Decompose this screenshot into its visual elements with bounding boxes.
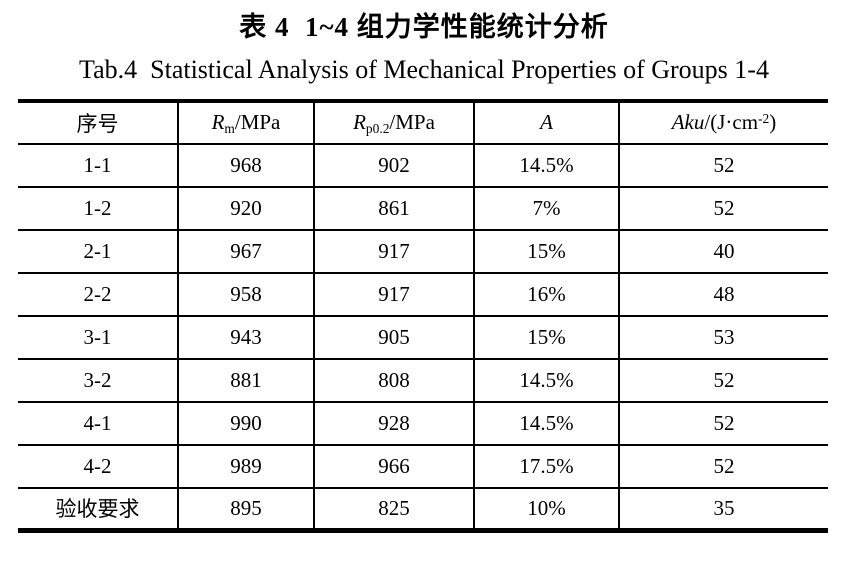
cell-aku: 48 — [618, 271, 828, 317]
table-row: 2-2 958 917 16% 48 — [18, 271, 828, 317]
cell-rm: 920 — [177, 185, 315, 231]
table-row: 1-2 920 861 7% 52 — [18, 185, 828, 231]
table-row: 4-1 990 928 14.5% 52 — [18, 400, 828, 446]
table-row: 2-1 967 917 15% 40 — [18, 228, 828, 274]
cell-rp02: 808 — [313, 357, 475, 403]
header-symbol: R — [353, 110, 366, 135]
cell-elongation: 15% — [473, 314, 620, 360]
col-header-rp02: Rp0.2/MPa — [313, 99, 475, 145]
header-unit: /MPa — [389, 110, 435, 135]
cell-rp02: 902 — [313, 142, 475, 188]
cell-elongation: 14.5% — [473, 357, 620, 403]
cell-aku: 52 — [618, 185, 828, 231]
cell-specimen-id: 1-2 — [18, 185, 179, 231]
cell-rp02: 917 — [313, 228, 475, 274]
table-row: 3-2 881 808 14.5% 52 — [18, 357, 828, 403]
cell-rm: 958 — [177, 271, 315, 317]
table-row: 3-1 943 905 15% 53 — [18, 314, 828, 360]
table-row-acceptance-requirements: 验收要求 895 825 10% 35 — [18, 486, 828, 532]
col-header-elongation: A — [473, 99, 620, 145]
cell-aku: 53 — [618, 314, 828, 360]
cell-aku: 52 — [618, 443, 828, 489]
header-label: 序号 — [76, 111, 119, 136]
cell-elongation: 10% — [473, 486, 620, 532]
table-caption-chinese: 表 4 1~4 组力学性能统计分析 — [239, 12, 609, 42]
header-superscript: -2 — [758, 111, 770, 127]
header-symbol: A — [540, 110, 553, 135]
cell-rm: 989 — [177, 443, 315, 489]
cell-specimen-id: 3-2 — [18, 357, 179, 403]
header-symbol: Aku — [671, 110, 705, 135]
cell-rp02: 966 — [313, 443, 475, 489]
cell-specimen-id: 3-1 — [18, 314, 179, 360]
header-row: 序号 Rm/MPa Rp0.2/MPa A Aku/(J·cm-2) — [18, 99, 828, 145]
cell-rp02: 917 — [313, 271, 475, 317]
cell-specimen-id: 2-2 — [18, 271, 179, 317]
cell-rp02: 825 — [313, 486, 475, 532]
col-header-aku: Aku/(J·cm-2) — [618, 99, 828, 145]
mechanical-properties-table: 序号 Rm/MPa Rp0.2/MPa A Aku/(J·cm-2) 1-1 9… — [18, 98, 828, 534]
cell-specimen-id: 1-1 — [18, 142, 179, 188]
col-header-specimen-id: 序号 — [18, 99, 179, 145]
cell-rm: 881 — [177, 357, 315, 403]
cell-rm: 895 — [177, 486, 315, 532]
cell-rp02: 905 — [313, 314, 475, 360]
cell-elongation: 14.5% — [473, 400, 620, 446]
header-symbol: R — [211, 110, 225, 135]
table-row: 4-2 989 966 17.5% 52 — [18, 443, 828, 489]
cell-aku: 40 — [618, 228, 828, 274]
cell-specimen-id: 验收要求 — [18, 486, 179, 532]
cell-rm: 967 — [177, 228, 315, 274]
header-unit: /(J·cm — [704, 110, 759, 135]
cell-elongation: 17.5% — [473, 443, 620, 489]
cell-rm: 968 — [177, 142, 315, 188]
cell-specimen-id: 4-2 — [18, 443, 179, 489]
cell-aku: 52 — [618, 400, 828, 446]
cell-elongation: 16% — [473, 271, 620, 317]
cell-aku: 52 — [618, 357, 828, 403]
header-unit-close: ) — [769, 110, 777, 135]
cell-elongation: 7% — [473, 185, 620, 231]
cell-rm: 943 — [177, 314, 315, 360]
cell-specimen-id: 2-1 — [18, 228, 179, 274]
cell-elongation: 15% — [473, 228, 620, 274]
header-subscript: p0.2 — [365, 120, 390, 136]
cell-rp02: 928 — [313, 400, 475, 446]
cell-rm: 990 — [177, 400, 315, 446]
cell-specimen-id: 4-1 — [18, 400, 179, 446]
cell-aku: 52 — [618, 142, 828, 188]
col-header-rm: Rm/MPa — [177, 99, 315, 145]
header-unit: /MPa — [234, 110, 281, 135]
cell-aku: 35 — [618, 486, 828, 532]
cell-elongation: 14.5% — [473, 142, 620, 188]
table-row: 1-1 968 902 14.5% 52 — [18, 142, 828, 188]
document: 表 4 1~4 组力学性能统计分析 Tab.4 Statistical Anal… — [18, 12, 828, 534]
cell-rp02: 861 — [313, 185, 475, 231]
header-subscript: m — [224, 120, 235, 136]
table-caption-english: Tab.4 Statistical Analysis of Mechanical… — [79, 55, 769, 85]
